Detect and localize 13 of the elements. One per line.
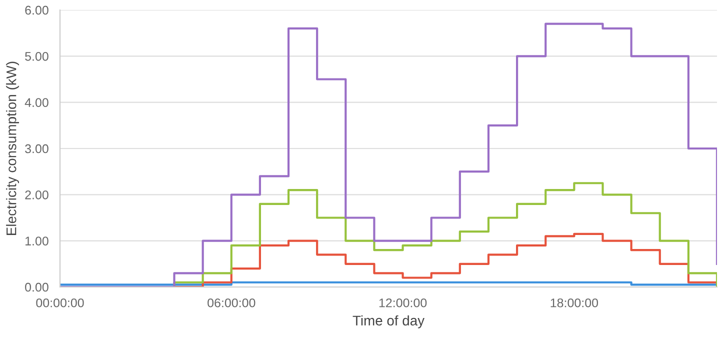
y-tick-label: 5.00 [25,52,48,61]
y-tick-label: 2.00 [25,190,48,200]
y-tick-label: 0.00 [25,282,48,292]
x-tick-label: 00:00:00 [36,298,84,308]
y-tick-label: 6.00 [25,6,48,15]
x-tick-label: 06:00:00 [208,298,256,308]
x-tick-label: 18:00:00 [550,298,598,308]
y-tick-label: 4.00 [24,98,48,107]
y-tick-label: 3.00 [25,144,48,154]
y-axis-title: Electricity consumption (kW) [6,62,20,235]
x-axis-title: Time of day [352,315,424,328]
y-tick-label: 1.00 [26,236,48,246]
x-tick-label: 12:00:00 [379,298,427,308]
